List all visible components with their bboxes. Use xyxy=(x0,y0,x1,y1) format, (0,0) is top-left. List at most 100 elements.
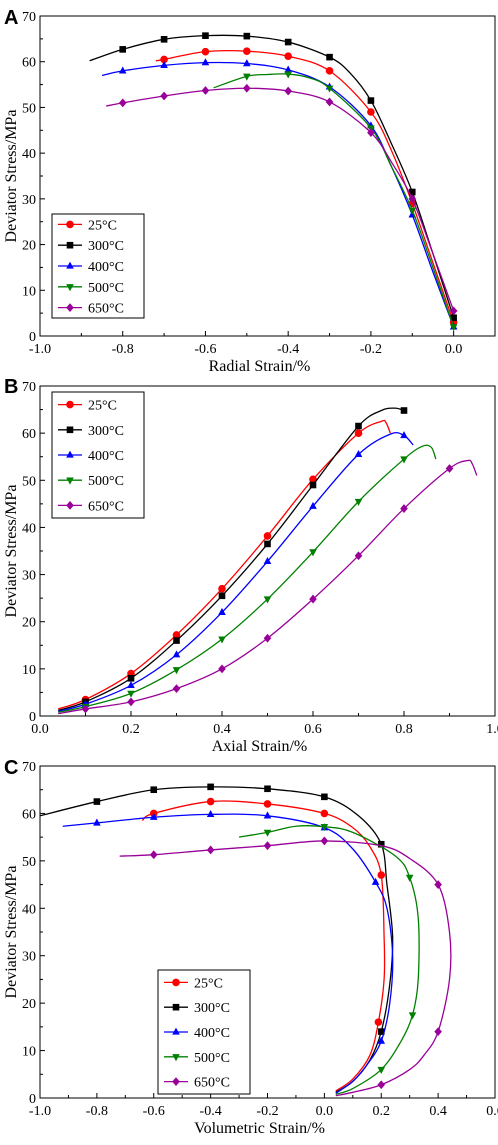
data-point xyxy=(127,674,135,682)
data-point xyxy=(450,314,457,322)
x-tick-label: -0.8 xyxy=(112,342,134,357)
series-25°C xyxy=(141,797,386,1092)
legend-label: 25°C xyxy=(194,976,223,991)
data-point xyxy=(263,532,272,540)
data-point xyxy=(172,650,181,658)
y-tick-label: 50 xyxy=(22,474,36,489)
data-point xyxy=(127,680,135,689)
data-point xyxy=(355,422,362,430)
data-point xyxy=(377,1036,386,1044)
data-point xyxy=(325,97,334,107)
x-tick-label: -0.4 xyxy=(200,1104,222,1119)
data-point xyxy=(243,47,251,55)
legend-marker xyxy=(172,1077,180,1086)
legend-label: 25°C xyxy=(88,218,117,233)
data-point xyxy=(354,449,363,458)
legend-marker xyxy=(66,261,74,269)
data-point xyxy=(326,53,333,61)
data-point xyxy=(243,32,251,40)
data-point xyxy=(93,798,101,805)
data-point xyxy=(243,73,251,81)
data-point xyxy=(263,556,272,565)
data-point xyxy=(284,52,292,61)
y-tick-label: 50 xyxy=(22,101,36,116)
y-tick-label: 20 xyxy=(22,616,36,631)
data-point xyxy=(367,108,375,116)
legend-label: 400°C xyxy=(88,449,124,464)
legend-marker xyxy=(66,426,74,434)
x-tick-label: 0.2 xyxy=(122,722,140,737)
data-point xyxy=(93,818,101,826)
data-point xyxy=(263,800,272,808)
legend-marker xyxy=(172,1003,180,1011)
data-point xyxy=(377,840,385,848)
data-point xyxy=(374,1018,383,1026)
data-point xyxy=(264,540,271,548)
data-point xyxy=(149,812,158,820)
legend-label: 300°C xyxy=(88,239,124,254)
data-point xyxy=(371,877,380,885)
chart-panel-A: A -1.0 -0.8 -0.6 -0.4 -0.2 0.0 0 10 20 30 40 50 60 70 R… xyxy=(3,7,496,375)
y-tick-label: 40 xyxy=(22,521,36,536)
y-axis-title: Deviator Stress/MPa xyxy=(3,110,20,243)
data-point xyxy=(160,36,168,43)
x-tick-label: 0.4 xyxy=(213,722,231,737)
data-point xyxy=(118,66,127,74)
data-point xyxy=(218,636,226,644)
y-tick-label: 20 xyxy=(22,997,36,1012)
y-tick-label: 60 xyxy=(22,427,36,442)
data-point xyxy=(377,1028,385,1035)
legend-label: 500°C xyxy=(194,1051,230,1066)
data-point xyxy=(263,633,272,643)
series-line xyxy=(141,800,386,1092)
legend-marker xyxy=(66,284,74,292)
panel-label: B xyxy=(4,376,18,398)
x-tick-label: 0.8 xyxy=(395,722,413,737)
data-point xyxy=(400,504,408,513)
data-point xyxy=(354,429,363,437)
data-point xyxy=(309,481,317,489)
series-650°C xyxy=(106,83,458,316)
data-point xyxy=(263,596,272,604)
data-point xyxy=(118,98,127,108)
legend-label: 650°C xyxy=(194,1076,230,1091)
legend-label: 300°C xyxy=(88,424,124,439)
chart-panel-C: C -1.0 -0.8 -0.6 -0.4 -0.2 0.0 0.2 0.4 0.6 0 10 20 30… xyxy=(3,757,498,1137)
data-point xyxy=(263,841,272,851)
y-tick-label: 30 xyxy=(22,193,36,208)
y-tick-label: 50 xyxy=(22,855,36,870)
data-point xyxy=(218,592,226,600)
legend-marker xyxy=(66,450,74,458)
data-point xyxy=(320,836,329,846)
data-point xyxy=(320,809,329,818)
legend-marker xyxy=(66,303,74,312)
data-point xyxy=(400,456,408,464)
data-point xyxy=(445,464,454,473)
x-tick-label: 1.0 xyxy=(486,722,498,737)
data-point xyxy=(172,667,181,675)
data-point xyxy=(206,797,215,806)
legend-marker xyxy=(66,477,74,485)
series-500°C xyxy=(58,444,437,713)
data-point xyxy=(201,47,210,56)
legend-label: 650°C xyxy=(88,499,124,514)
data-point xyxy=(119,46,127,53)
data-point xyxy=(309,501,317,509)
series-400°C xyxy=(62,809,394,1094)
panel-label: A xyxy=(4,7,18,29)
data-point xyxy=(408,1012,417,1020)
data-point xyxy=(434,1027,442,1036)
data-point xyxy=(405,874,414,882)
y-tick-label: 70 xyxy=(22,760,36,775)
y-tick-label: 10 xyxy=(22,284,36,299)
y-axis-title: Deviator Stress/MPa xyxy=(3,485,20,618)
data-point xyxy=(207,783,214,791)
data-point xyxy=(284,86,292,96)
legend-marker xyxy=(172,1054,180,1062)
data-point xyxy=(263,829,272,837)
legend-marker xyxy=(66,501,74,510)
data-point xyxy=(325,85,334,93)
y-tick-label: 10 xyxy=(22,663,36,678)
x-tick-label: -1.0 xyxy=(29,342,51,357)
